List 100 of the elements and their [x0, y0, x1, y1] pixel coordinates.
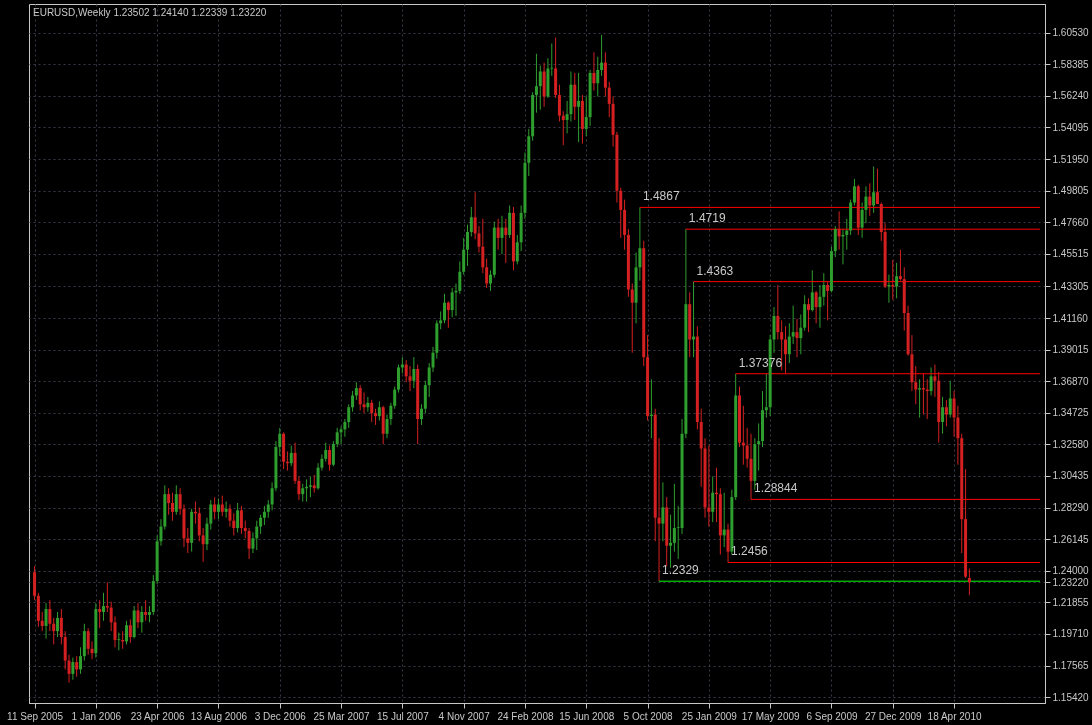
y-tick-label: 1.49805 [1052, 185, 1090, 197]
x-tick-label: 5 Oct 2008 [623, 710, 673, 722]
candlestick [259, 514, 263, 535]
x-tick-label: 27 Dec 2009 [864, 710, 923, 722]
candlestick [289, 445, 293, 467]
candlestick [764, 372, 768, 419]
candlestick [538, 65, 542, 111]
candlestick [59, 608, 63, 645]
annotation: 1.2329 [662, 563, 700, 578]
y-tick-label: 1.23220 [1052, 576, 1090, 588]
y-tick-label: 1.47660 [1052, 216, 1090, 228]
candlestick [749, 433, 753, 500]
candlestick [806, 297, 810, 333]
candlestick [898, 249, 902, 282]
candlestick [488, 269, 492, 292]
candlestick [450, 287, 454, 318]
candlestick [875, 168, 879, 205]
candlestick [672, 483, 676, 553]
annotation: 1.2456 [731, 544, 769, 559]
candlestick [803, 294, 807, 332]
y-tick-label: 1.21855 [1052, 596, 1090, 608]
candlestick [105, 582, 109, 613]
candlestick [592, 51, 596, 92]
candlestick [213, 496, 217, 520]
candlestick [98, 599, 102, 629]
candlestick [948, 380, 952, 419]
candlestick [446, 300, 450, 329]
candlestick [630, 283, 634, 354]
candlestick [826, 281, 830, 321]
candlestick [170, 492, 174, 522]
candlestick [102, 592, 106, 622]
x-tick-label: 23 Apr 2006 [130, 710, 186, 722]
candlestick [496, 218, 500, 251]
candlestick [262, 505, 266, 526]
candlestick [251, 531, 255, 554]
candlestick [921, 372, 925, 416]
y-tick-label: 1.28290 [1052, 502, 1090, 514]
y-tick-label: 1.51950 [1052, 153, 1090, 165]
y-tick-label: 1.54095 [1052, 122, 1090, 133]
candlestick [711, 475, 715, 523]
candlestick [780, 319, 784, 371]
candlestick [818, 284, 822, 329]
candlestick [443, 293, 446, 324]
candlestick [741, 405, 745, 466]
candlestick [377, 400, 381, 422]
annotation: 1.4867 [642, 189, 680, 204]
y-tick-label: 1.24000 [1052, 565, 1090, 577]
candlestick [48, 599, 52, 632]
candlestick [125, 620, 128, 645]
candlestick [366, 396, 370, 413]
candlestick [600, 34, 604, 77]
x-tick-label: 6 Sep 2009 [806, 710, 858, 722]
candlestick [75, 655, 79, 678]
candlestick [308, 475, 312, 498]
candlestick [412, 356, 416, 389]
candlestick [216, 498, 220, 520]
y-tick-label: 1.43305 [1052, 280, 1090, 292]
y-tick-label: 1.58385 [1052, 58, 1090, 70]
x-tick-label: 13 Aug 2006 [190, 710, 248, 722]
y-tick-label: 1.15420 [1052, 691, 1090, 703]
candlestick [596, 56, 600, 97]
candlestick [358, 384, 362, 411]
y-tick-label: 1.32580 [1052, 438, 1090, 450]
candlestick [71, 657, 75, 681]
y-tick-label: 1.26145 [1052, 533, 1090, 545]
y-tick-label: 1.60530 [1052, 27, 1090, 39]
candlestick [40, 611, 44, 632]
candlestick [791, 305, 795, 345]
candlestick [799, 313, 803, 355]
candlestick [776, 284, 780, 341]
y-tick-label: 1.34725 [1052, 407, 1090, 419]
y-tick-label: 1.30435 [1052, 470, 1090, 482]
candlestick [783, 325, 787, 374]
y-tick-label: 1.56240 [1052, 90, 1090, 102]
x-tick-label: 15 Jul 2007 [377, 710, 430, 722]
candlestick [872, 166, 876, 214]
candlestick [420, 403, 424, 426]
x-tick-label: 24 Feb 2008 [497, 710, 554, 722]
candlestick [236, 502, 240, 533]
candlestick [504, 218, 508, 264]
candlestick [852, 178, 856, 206]
annotation: 1.28844 [754, 481, 798, 496]
chart-title: EURUSD,Weekly 1.23502 1.24140 1.22339 1.23220 [33, 7, 267, 18]
candlestick [726, 523, 730, 563]
candlestick [136, 602, 140, 629]
annotation: 1.4363 [696, 263, 734, 278]
candlestick [423, 380, 427, 414]
candlestick [837, 210, 841, 251]
x-tick-label: 15 Jun 2008 [559, 710, 615, 722]
candlestick [351, 390, 355, 413]
candlestick [255, 520, 259, 551]
y-tick-label: 1.19710 [1052, 628, 1090, 640]
x-tick-label: 1 Jan 2006 [71, 710, 122, 722]
candlestick [534, 53, 538, 114]
candlestick [561, 110, 565, 146]
candlestick [370, 399, 374, 423]
candlestick [814, 290, 818, 324]
candlestick [86, 627, 90, 656]
candlestick [224, 501, 228, 519]
candlestick [967, 568, 971, 596]
